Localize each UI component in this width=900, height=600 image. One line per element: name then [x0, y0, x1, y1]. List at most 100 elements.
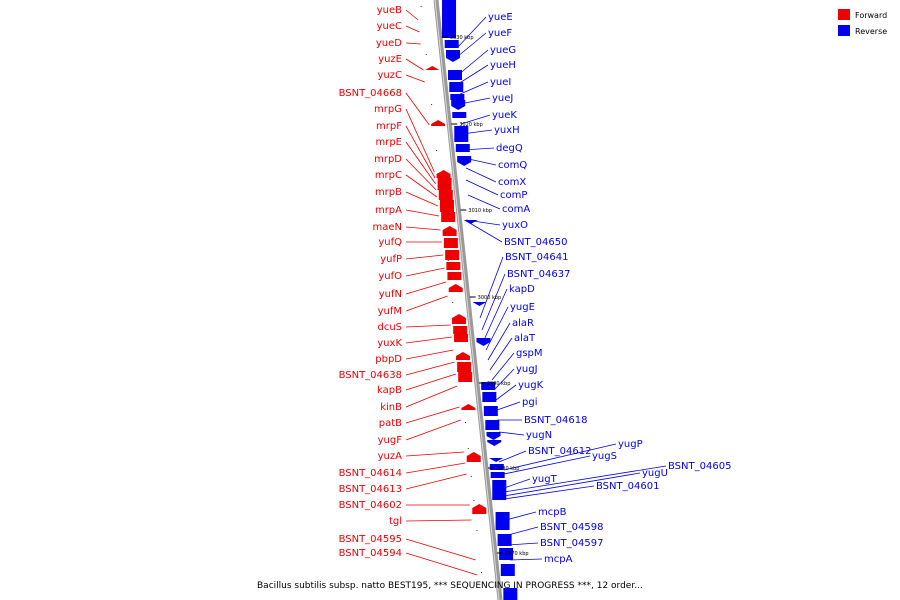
spacer-dot: [449, 278, 451, 279]
scale-ticks: 3030 kbp 3020 kbp 3010 kbp 3000 kbp 2990 kbp…: [441, 35, 529, 557]
forward-gene-label[interactable]: BSNT_04614: [339, 468, 402, 479]
reverse-leader-line: [489, 337, 513, 371]
forward-gene-label[interactable]: yufM: [378, 306, 402, 317]
forward-gene-label[interactable]: yufP: [380, 254, 402, 265]
spacer-dot: [465, 422, 467, 423]
forward-gene-block: [457, 362, 472, 372]
forward-gene-label[interactable]: patB: [379, 418, 402, 429]
reverse-gene-label[interactable]: kapD: [509, 284, 535, 295]
forward-gene-block: [458, 372, 473, 382]
reverse-gene-label[interactable]: yueE: [488, 12, 513, 23]
reverse-gene-label[interactable]: yuxO: [502, 220, 528, 231]
forward-gene-label[interactable]: yuzC: [378, 70, 403, 81]
forward-gene-label[interactable]: BSNT_04594: [339, 548, 402, 559]
forward-gene-label[interactable]: BSNT_04638: [339, 370, 402, 381]
reverse-leader-line: [467, 194, 501, 210]
forward-gene-label[interactable]: pbpD: [375, 354, 402, 365]
forward-gene-label[interactable]: mrpE: [375, 137, 402, 148]
forward-gene-label[interactable]: mrpF: [376, 121, 402, 132]
reverse-gene-block: [487, 440, 502, 446]
forward-gene-label[interactable]: yuzE: [378, 54, 402, 65]
forward-leader-line: [405, 42, 421, 45]
reverse-gene-label[interactable]: yueI: [490, 77, 511, 88]
forward-gene-label[interactable]: mrpA: [375, 205, 402, 216]
reverse-gene-label[interactable]: comX: [498, 177, 526, 188]
reverse-gene-label[interactable]: gspM: [516, 348, 543, 359]
reverse-leader-line: [456, 16, 487, 49]
reverse-gene-label[interactable]: yueF: [488, 28, 512, 39]
spacer-dot: [420, 6, 422, 7]
scale-tick-label: 3020 kbp: [459, 122, 483, 128]
forward-gene-label[interactable]: yufN: [379, 289, 402, 300]
forward-gene-label[interactable]: mrpD: [374, 154, 402, 165]
legend-reverse-label: Reverse: [855, 27, 887, 36]
forward-gene-label[interactable]: yueC: [377, 21, 402, 32]
reverse-gene-label[interactable]: yugK: [518, 380, 544, 391]
reverse-leader-line: [503, 478, 531, 489]
reverse-leader-line: [462, 147, 495, 151]
forward-gene-label[interactable]: kinB: [380, 402, 402, 413]
reverse-gene-label[interactable]: yugE: [510, 302, 535, 313]
reverse-gene-label[interactable]: yugN: [526, 430, 552, 441]
reverse-gene-block: [490, 472, 505, 478]
reverse-gene-label[interactable]: mcpB: [538, 507, 567, 518]
reverse-gene-label[interactable]: yueJ: [492, 93, 513, 104]
reverse-gene-label[interactable]: BSNT_04601: [596, 481, 659, 492]
forward-gene-block: [447, 272, 462, 280]
forward-gene-label[interactable]: maeN: [372, 222, 402, 233]
reverse-leader-line: [465, 179, 499, 196]
forward-gene-label[interactable]: yueB: [377, 5, 402, 16]
forward-gene-label[interactable]: tgl: [389, 516, 402, 527]
reverse-gene-label[interactable]: mcpA: [544, 554, 573, 565]
reverse-gene-label[interactable]: BSNT_04618: [524, 415, 587, 426]
reverse-gene-label[interactable]: BSNT_04641: [505, 252, 568, 263]
reverse-gene-label[interactable]: comA: [502, 204, 530, 215]
forward-gene-label[interactable]: BSNT_04613: [339, 484, 402, 495]
reverse-gene-label[interactable]: BSNT_04650: [504, 237, 567, 248]
forward-gene-label[interactable]: mrpB: [375, 187, 402, 198]
forward-gene-label[interactable]: mrpC: [375, 170, 402, 181]
reverse-gene-label[interactable]: BSNT_04597: [540, 538, 603, 549]
reverse-gene-label[interactable]: yugU: [642, 468, 668, 479]
reverse-gene-label[interactable]: BSNT_04605: [668, 461, 731, 472]
forward-gene-label[interactable]: yugF: [378, 435, 403, 446]
reverse-gene-label[interactable]: BSNT_04637: [507, 269, 570, 280]
forward-gene-block: [448, 284, 463, 292]
reverse-gene-label[interactable]: comQ: [498, 160, 527, 171]
reverse-gene-label[interactable]: BSNT_04598: [540, 522, 603, 533]
reverse-gene-label[interactable]: pgi: [522, 397, 537, 408]
reverse-gene-label[interactable]: degQ: [496, 143, 523, 154]
reverse-gene-label[interactable]: yugP: [618, 439, 643, 450]
forward-leader-line: [405, 58, 424, 71]
forward-gene-label[interactable]: yufO: [378, 271, 402, 282]
forward-gene-label[interactable]: BSNT_04595: [339, 534, 402, 545]
reverse-gene-label[interactable]: yueH: [490, 60, 516, 71]
forward-gene-label[interactable]: kapB: [377, 385, 402, 396]
forward-gene-label[interactable]: BSNT_04602: [339, 500, 402, 511]
forward-gene-label[interactable]: yuzA: [378, 451, 403, 462]
reverse-leader-line: [463, 157, 497, 166]
forward-gene-label[interactable]: yuxK: [377, 338, 402, 349]
forward-gene-label[interactable]: BSNT_04668: [339, 88, 402, 99]
reverse-gene-label[interactable]: yueK: [492, 110, 517, 121]
reverse-leader-line: [491, 352, 515, 381]
spacer-dot: [444, 232, 446, 233]
forward-gene-label[interactable]: yueD: [376, 38, 402, 49]
reverse-gene-label[interactable]: comP: [500, 190, 527, 201]
reverse-gene-label[interactable]: BSNT_04612: [528, 446, 591, 457]
forward-gene-label[interactable]: mrpG: [374, 104, 402, 115]
reverse-gene-label[interactable]: yueG: [490, 45, 516, 56]
forward-leader-line: [405, 281, 447, 295]
reverse-gene-label[interactable]: alaT: [514, 333, 536, 344]
forward-gene-label[interactable]: yufQ: [378, 237, 402, 248]
forward-gene-label[interactable]: dcuS: [377, 322, 402, 333]
reverse-gene-label[interactable]: yugT: [532, 474, 558, 485]
forward-gene-block: [425, 66, 440, 70]
map-caption: Bacillus subtilis subsp. natto BEST195, …: [257, 581, 643, 591]
reverse-gene-label[interactable]: alaR: [512, 318, 534, 329]
reverse-gene-label[interactable]: yugJ: [516, 364, 538, 375]
reverse-leader-line: [465, 219, 501, 226]
reverse-gene-label[interactable]: yuxH: [494, 125, 520, 136]
reverse-gene-block: [454, 126, 469, 142]
reverse-gene-label[interactable]: yugS: [592, 451, 617, 462]
